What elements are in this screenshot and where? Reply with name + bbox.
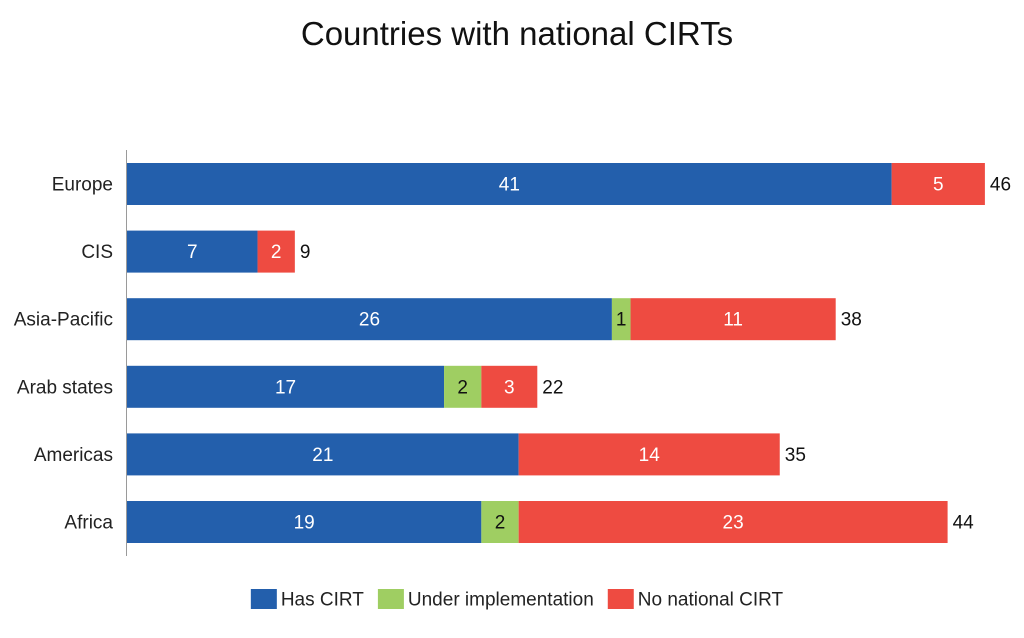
data-label-americas-has-cirt: 21 xyxy=(312,445,333,466)
legend-swatch-under-implementation xyxy=(377,589,404,609)
legend: Has CIRT Under implementation No national … xyxy=(250,589,784,611)
category-label-americas: Americas xyxy=(34,445,113,466)
axis-layer: Europe CIS Asia-Pacific Arab states Americas… xyxy=(14,150,127,556)
total-label-africa: 44 xyxy=(953,513,975,534)
bar-asia-pacific-under-implementation xyxy=(611,298,631,341)
total-label-cis: 9 xyxy=(300,242,311,263)
bar-arab-states-no-national-cirt xyxy=(481,365,538,408)
total-label-arab-states: 22 xyxy=(542,377,563,398)
category-label-europe: Europe xyxy=(52,175,113,196)
data-label-asia-pacific-no-national-cirt: 11 xyxy=(723,310,743,331)
data-label-europe-no-national-cirt: 5 xyxy=(933,175,944,196)
bar-americas-has-cirt xyxy=(127,433,519,476)
data-label-arab-states-under-implementation: 2 xyxy=(457,377,468,398)
chart-title: Countries with national CIRTs xyxy=(301,15,733,52)
bar-arab-states-under-implementation xyxy=(444,365,482,408)
bar-africa-under-implementation xyxy=(481,501,519,543)
data-label-asia-pacific-under-implementation: 1 xyxy=(616,310,627,331)
legend-label-under-implementation: Under implementation xyxy=(408,590,594,611)
legend-label-no-national-cirt: No national CIRT xyxy=(638,590,784,611)
legend-swatch-has-cirt xyxy=(250,589,277,609)
bar-asia-pacific-has-cirt xyxy=(127,298,612,341)
bar-asia-pacific-no-national-cirt xyxy=(630,298,836,341)
category-label-cis: CIS xyxy=(81,242,113,263)
data-label-americas-no-national-cirt: 14 xyxy=(639,445,661,466)
bar-americas-no-national-cirt xyxy=(518,433,780,476)
legend-label-has-cirt: Has CIRT xyxy=(281,590,364,611)
total-label-europe: 46 xyxy=(990,175,1011,196)
category-label-asia-pacific: Asia-Pacific xyxy=(14,310,113,331)
legend-item-has-cirt: Has CIRT xyxy=(250,589,364,611)
bar-arab-states-has-cirt xyxy=(127,365,445,408)
data-label-arab-states-no-national-cirt: 3 xyxy=(504,377,515,398)
data-label-africa-no-national-cirt: 23 xyxy=(723,513,744,534)
total-label-asia-pacific: 38 xyxy=(841,310,862,331)
data-label-europe-has-cirt: 41 xyxy=(499,175,520,196)
bar-europe-no-national-cirt xyxy=(891,163,985,205)
legend-swatch-no-national-cirt xyxy=(607,589,634,609)
data-label-cis-has-cirt: 7 xyxy=(187,242,198,263)
bar-cis-no-national-cirt xyxy=(257,230,295,273)
bar-europe-has-cirt xyxy=(127,163,892,205)
data-label-africa-under-implementation: 2 xyxy=(495,513,506,534)
total-label-americas: 35 xyxy=(785,445,806,466)
data-label-asia-pacific-has-cirt: 26 xyxy=(359,310,380,331)
category-label-arab-states: Arab states xyxy=(17,377,113,398)
bar-africa-no-national-cirt xyxy=(518,501,948,543)
data-label-africa-has-cirt: 19 xyxy=(294,513,315,534)
bar-africa-has-cirt xyxy=(127,501,482,543)
data-label-arab-states-has-cirt: 17 xyxy=(275,377,296,398)
legend-item-no-national-cirt: No national CIRT xyxy=(607,589,784,611)
bar-cis-has-cirt xyxy=(127,230,258,273)
legend-item-under-implementation: Under implementation xyxy=(377,589,594,611)
data-label-cis-no-national-cirt: 2 xyxy=(271,242,282,263)
category-label-africa: Africa xyxy=(64,513,113,534)
